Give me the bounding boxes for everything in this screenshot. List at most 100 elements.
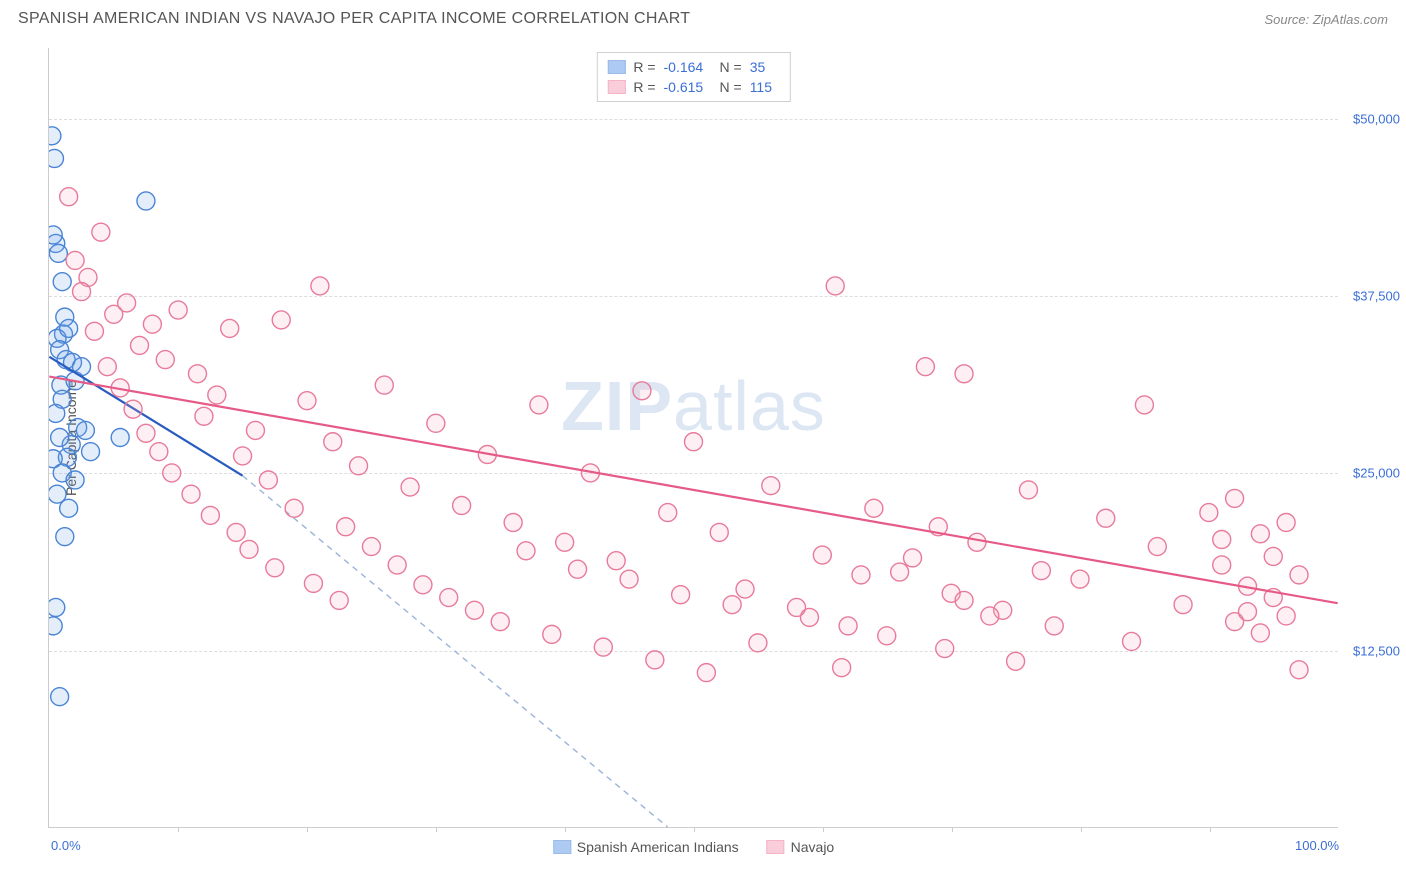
scatter-point-navajo	[556, 533, 574, 551]
scatter-point-spanish_american_indians	[60, 319, 78, 337]
scatter-point-navajo	[1226, 489, 1244, 507]
scatter-point-navajo	[697, 664, 715, 682]
scatter-point-navajo	[298, 392, 316, 410]
scatter-point-spanish_american_indians	[137, 192, 155, 210]
legend-swatch	[607, 80, 625, 94]
scatter-point-navajo	[1071, 570, 1089, 588]
scatter-point-navajo	[266, 559, 284, 577]
scatter-point-navajo	[762, 477, 780, 495]
scatter-point-navajo	[1174, 596, 1192, 614]
scatter-point-navajo	[304, 574, 322, 592]
scatter-point-spanish_american_indians	[66, 471, 84, 489]
scatter-point-navajo	[350, 457, 368, 475]
scatter-point-navajo	[401, 478, 419, 496]
scatter-point-navajo	[259, 471, 277, 489]
scatter-point-navajo	[85, 322, 103, 340]
scatter-point-navajo	[414, 576, 432, 594]
chart-source: Source: ZipAtlas.com	[1264, 12, 1388, 27]
scatter-point-navajo	[736, 580, 754, 598]
x-tick-label: 100.0%	[1295, 838, 1339, 853]
scatter-point-navajo	[916, 358, 934, 376]
scatter-point-navajo	[73, 283, 91, 301]
scatter-point-navajo	[272, 311, 290, 329]
n-value: 115	[750, 79, 780, 95]
y-tick-label: $25,000	[1342, 466, 1400, 481]
r-value: -0.615	[664, 79, 712, 95]
scatter-point-navajo	[227, 523, 245, 541]
scatter-point-navajo	[240, 540, 258, 558]
scatter-point-navajo	[865, 499, 883, 517]
legend-stats-row-spanish_american_indians: R =-0.164N =35	[607, 57, 779, 77]
n-label: N =	[720, 79, 742, 95]
scatter-point-navajo	[143, 315, 161, 333]
legend-item-navajo: Navajo	[767, 839, 835, 855]
x-minor-tick	[823, 827, 824, 832]
scatter-point-navajo	[491, 613, 509, 631]
x-minor-tick	[178, 827, 179, 832]
scatter-point-spanish_american_indians	[49, 598, 65, 616]
legend-label: Spanish American Indians	[577, 839, 739, 855]
scatter-point-navajo	[749, 634, 767, 652]
source-prefix: Source:	[1264, 12, 1312, 27]
x-minor-tick	[565, 827, 566, 832]
x-minor-tick	[1210, 827, 1211, 832]
scatter-point-navajo	[362, 538, 380, 556]
scatter-point-navajo	[1032, 562, 1050, 580]
scatter-point-navajo	[98, 358, 116, 376]
scatter-point-navajo	[955, 365, 973, 383]
scatter-point-navajo	[324, 433, 342, 451]
scatter-point-navajo	[440, 589, 458, 607]
scatter-point-navajo	[1239, 603, 1257, 621]
scatter-point-navajo	[124, 400, 142, 418]
scatter-point-navajo	[465, 601, 483, 619]
scatter-point-spanish_american_indians	[49, 404, 65, 422]
scatter-point-navajo	[92, 223, 110, 241]
scatter-point-spanish_american_indians	[76, 421, 94, 439]
x-tick-label: 0.0%	[51, 838, 81, 853]
scatter-point-navajo	[1251, 525, 1269, 543]
scatter-point-navajo	[1264, 547, 1282, 565]
legend-stats-box: R =-0.164N =35R =-0.615N =115	[596, 52, 790, 102]
scatter-point-navajo	[1277, 607, 1295, 625]
scatter-point-navajo	[800, 608, 818, 626]
y-tick-label: $12,500	[1342, 643, 1400, 658]
r-value: -0.164	[664, 59, 712, 75]
scatter-point-navajo	[1097, 509, 1115, 527]
scatter-point-navajo	[1290, 661, 1308, 679]
scatter-point-navajo	[150, 443, 168, 461]
legend-stats-row-navajo: R =-0.615N =115	[607, 77, 779, 97]
scatter-point-spanish_american_indians	[49, 244, 67, 262]
scatter-point-spanish_american_indians	[49, 149, 63, 167]
scatter-point-navajo	[517, 542, 535, 560]
scatter-point-spanish_american_indians	[56, 528, 74, 546]
scatter-point-spanish_american_indians	[51, 429, 69, 447]
legend-bottom: Spanish American Indians Navajo	[553, 839, 834, 855]
scatter-point-navajo	[878, 627, 896, 645]
scatter-point-navajo	[1277, 513, 1295, 531]
scatter-point-navajo	[504, 513, 522, 531]
scatter-point-navajo	[1007, 652, 1025, 670]
legend-label: Navajo	[791, 839, 835, 855]
r-label: R =	[633, 59, 655, 75]
scatter-point-spanish_american_indians	[111, 429, 129, 447]
scatter-point-navajo	[710, 523, 728, 541]
x-minor-tick	[952, 827, 953, 832]
scatter-point-spanish_american_indians	[60, 499, 78, 517]
x-minor-tick	[307, 827, 308, 832]
scatter-point-navajo	[453, 496, 471, 514]
scatter-point-navajo	[1213, 556, 1231, 574]
scatter-point-navajo	[60, 188, 78, 206]
scatter-point-navajo	[839, 617, 857, 635]
y-tick-label: $50,000	[1342, 111, 1400, 126]
legend-swatch	[607, 60, 625, 74]
scatter-point-navajo	[826, 277, 844, 295]
scatter-point-navajo	[1148, 538, 1166, 556]
scatter-point-navajo	[208, 386, 226, 404]
scatter-point-navajo	[156, 351, 174, 369]
scatter-point-navajo	[633, 382, 651, 400]
scatter-point-navajo	[285, 499, 303, 517]
scatter-point-navajo	[530, 396, 548, 414]
scatter-point-navajo	[904, 549, 922, 567]
scatter-point-navajo	[1135, 396, 1153, 414]
chart-plot-area: Per Capita Income $12,500$25,000$37,500$…	[48, 48, 1338, 828]
